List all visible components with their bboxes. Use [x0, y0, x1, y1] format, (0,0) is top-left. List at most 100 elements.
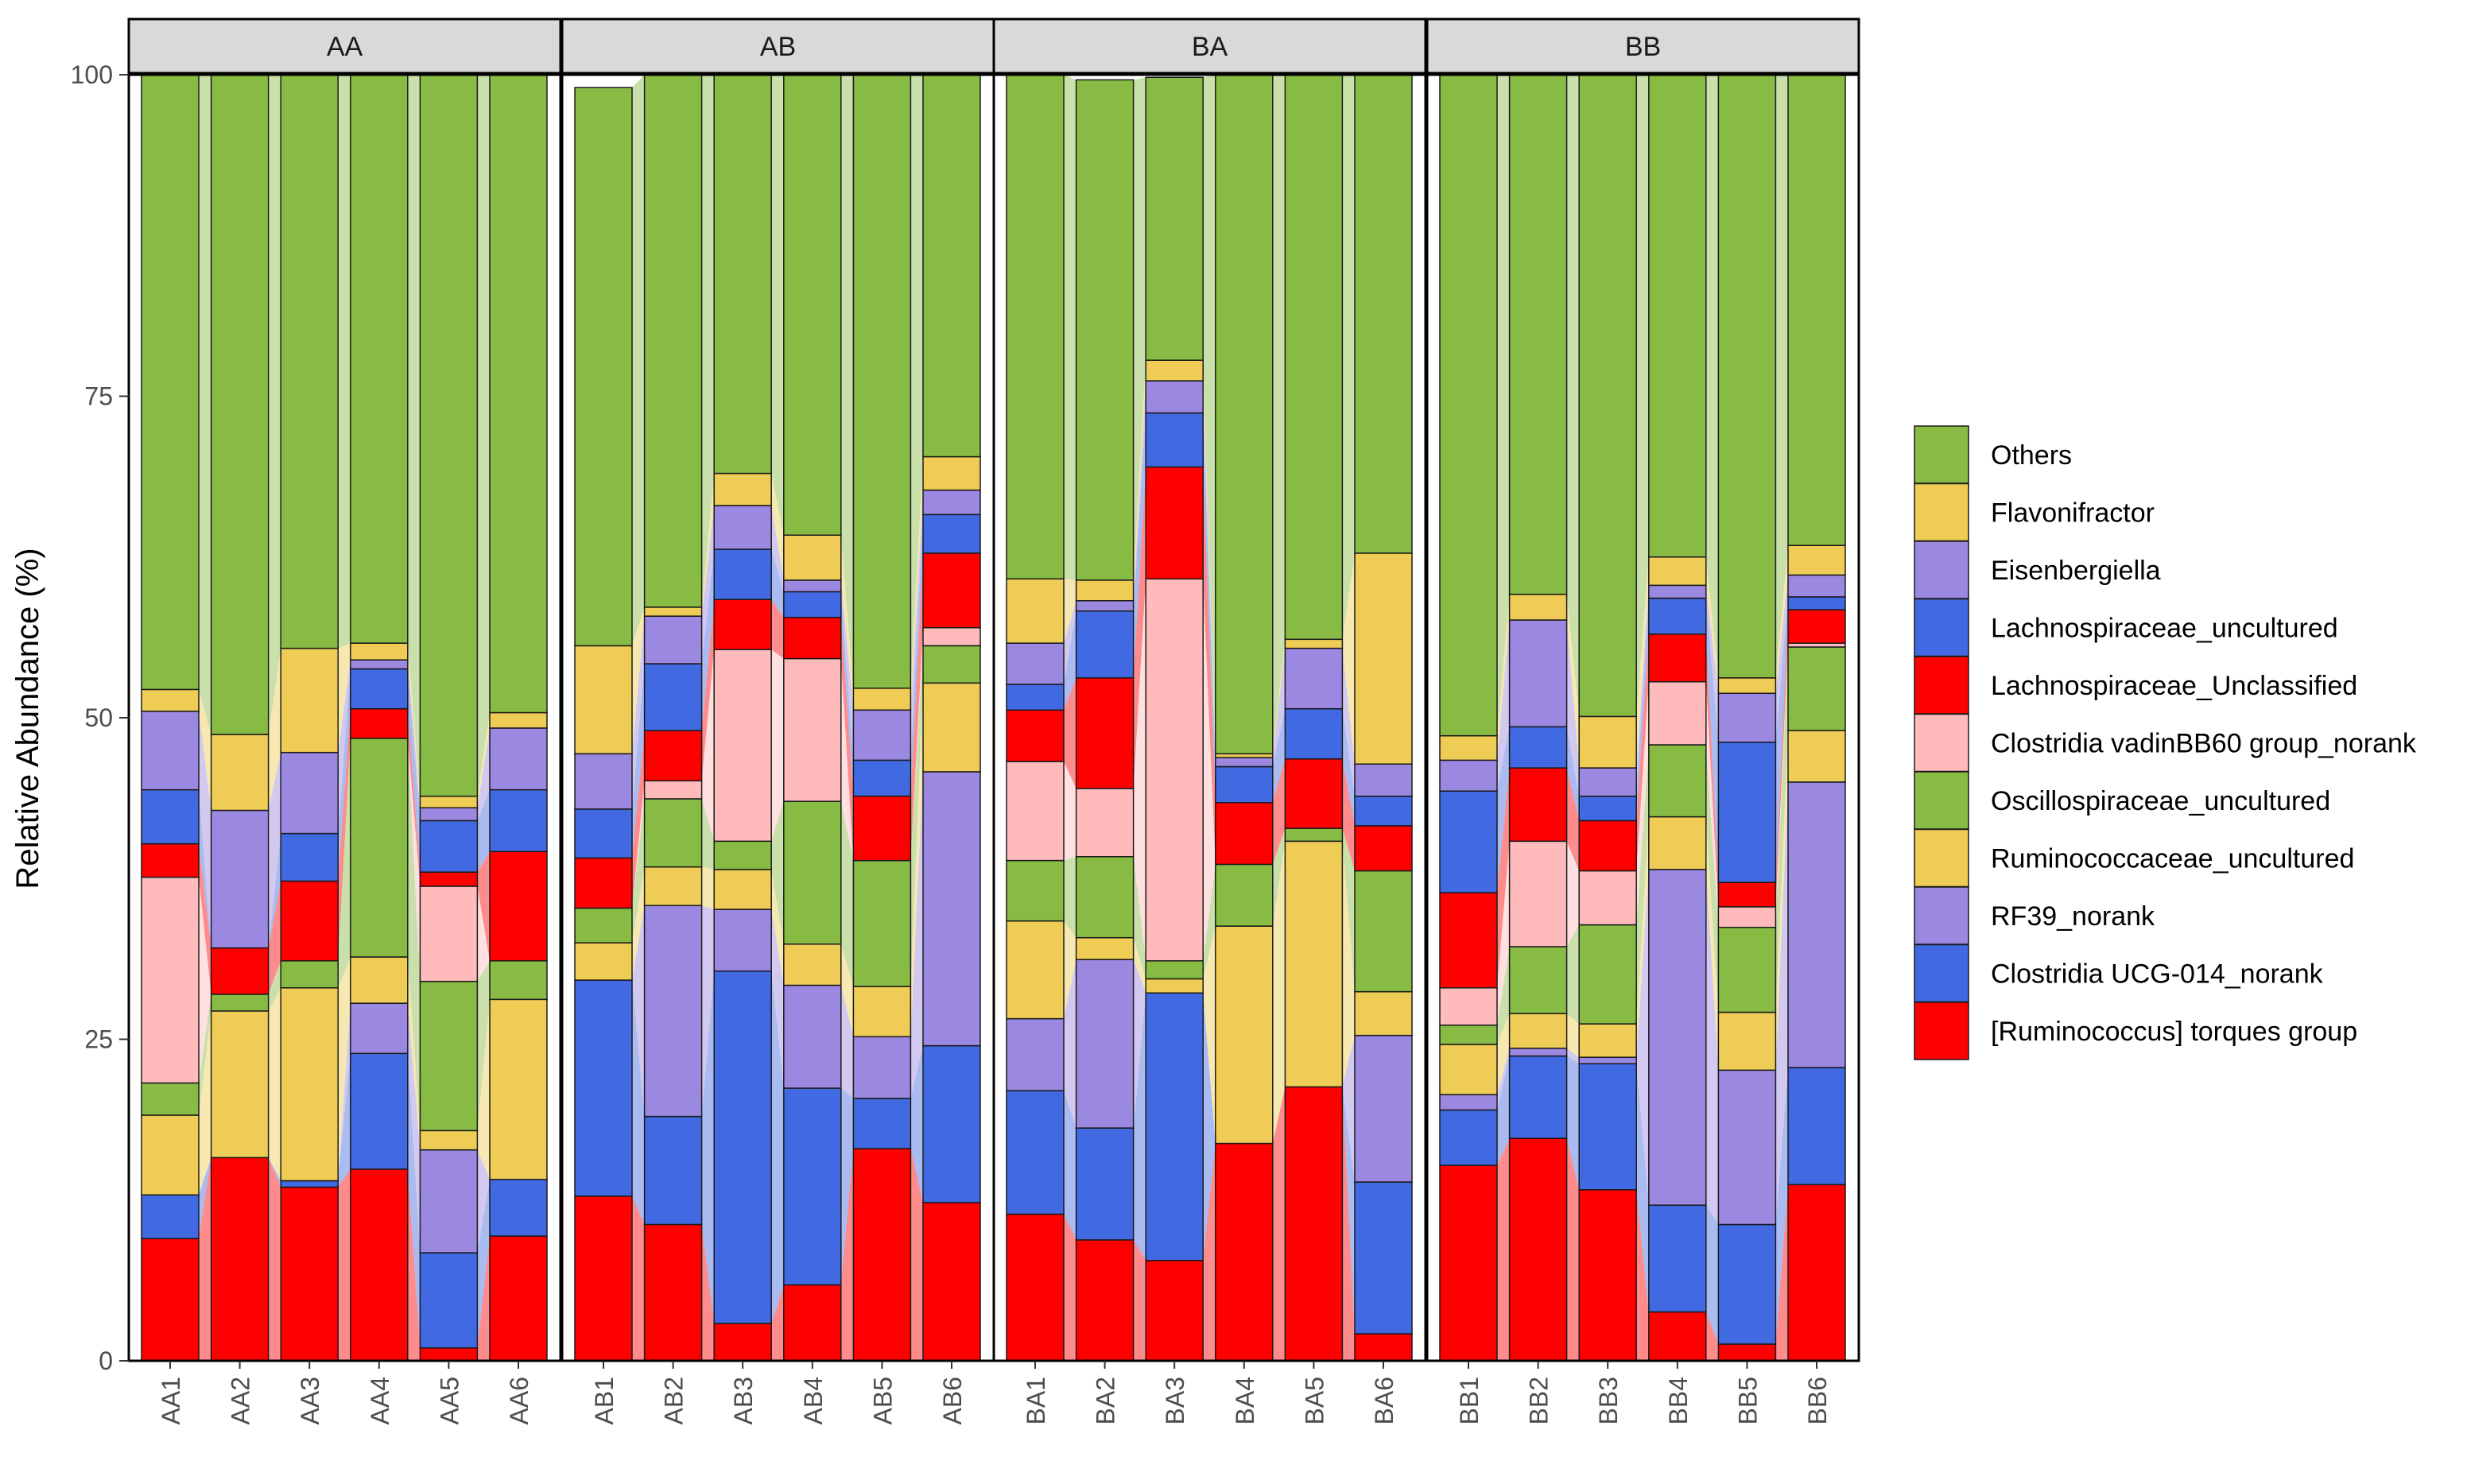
link-flavonifractor: [1272, 639, 1286, 758]
bar-segment-clostridia-ucg-014-norank: [280, 1180, 339, 1188]
bar-segment-ruminococcus-torques-group: [1284, 1086, 1344, 1362]
link-eisenbergiella: [910, 490, 923, 761]
bar-segment-clostridia-vadinbb60-group-norank: [1648, 680, 1707, 746]
link-clostridia-vadinbb60-group-norank: [701, 649, 715, 842]
link-ruminococcus-torques-group: [1064, 1214, 1076, 1361]
link-lachnospiraceae-uncultured: [1497, 727, 1510, 893]
link-clostridia-ucg-014-norank: [632, 980, 645, 1225]
bar-segment-ruminococcus-torques-group: [1578, 1189, 1637, 1362]
bar-segment-lachnospiraceae-unclassified: [1145, 466, 1204, 580]
bar-segment-oscillospiraceae-uncultured: [141, 1082, 200, 1116]
bar-segment-rf39-norank: [1578, 1056, 1637, 1064]
link-ruminococcus-torques-group: [1497, 1138, 1510, 1361]
bar-segment-ruminococcus-torques-group: [1006, 1213, 1065, 1362]
link-lachnospiraceae-uncultured: [407, 668, 421, 873]
bar-segment-ruminococcus-torques-group: [1145, 1260, 1204, 1362]
bar-segment-rf39-norank: [1075, 959, 1135, 1129]
bar-segment-rf39-norank: [1354, 1034, 1413, 1183]
link-lachnospiraceae-unclassified: [840, 617, 854, 861]
legend-key-lachnospiraceae-unclassified: [1914, 656, 1969, 715]
link-clostridia-vadinbb60-group-norank: [1133, 579, 1146, 961]
bar-segment-clostridia-vadinbb60-group-norank: [1508, 840, 1568, 947]
link-clostridia-ucg-014-norank: [1497, 1056, 1510, 1166]
link-ruminococcaceae-uncultured: [771, 869, 784, 986]
bar-segment-lachnospiraceae-uncultured: [1717, 741, 1777, 883]
link-clostridia-vadinbb60-group-norank: [910, 627, 923, 861]
bar-segment-lachnospiraceae-uncultured: [1508, 726, 1568, 769]
link-others: [1342, 75, 1355, 640]
bar-segment-ruminococcaceae-uncultured: [1006, 920, 1065, 1020]
bar-segment-clostridia-ucg-014-norank: [1508, 1055, 1568, 1139]
bar-segment-ruminococcus-torques-group: [1215, 1142, 1274, 1362]
link-lachnospiraceae-uncultured: [1272, 708, 1286, 803]
link-flavonifractor: [1566, 594, 1580, 769]
bar-segment-oscillospiraceae-uncultured: [1648, 744, 1707, 818]
y-tick-label: 0: [99, 1346, 113, 1375]
link-lachnospiraceae-uncultured: [1064, 610, 1076, 711]
link-clostridia-vadinbb60-group-norank: [771, 649, 784, 842]
link-lachnospiraceae-unclassified: [1636, 634, 1649, 871]
bar-segment-others: [1648, 74, 1707, 558]
link-clostridia-ucg-014-norank: [701, 971, 715, 1324]
link-clostridia-vadinbb60-group-norank: [1636, 681, 1649, 925]
link-lachnospiraceae-unclassified: [701, 599, 715, 781]
link-ruminococcaceae-uncultured: [1566, 1013, 1580, 1058]
bar-segment-eisenbergiella: [350, 659, 409, 670]
link-lachnospiraceae-unclassified: [407, 708, 421, 886]
link-lachnospiraceae-uncultured: [1342, 708, 1355, 826]
link-clostridia-ucg-014-norank: [1636, 1064, 1649, 1312]
bar-segment-rf39-norank: [852, 1036, 912, 1099]
x-axis: AA1 AA2 AA3 AA4 AA5 AA6 AB1 AB2 AB3 AB4 AB5 AB6 BA1 B…: [157, 1361, 1832, 1424]
link-flavonifractor: [338, 643, 351, 753]
bar-segment-others: [1075, 79, 1135, 581]
link-clostridia-ucg-014-norank: [268, 1157, 281, 1188]
facet-strips: AA AB BA BB: [127, 17, 1860, 75]
bar-segment-flavonifractor: [489, 711, 548, 729]
bar-segment-ruminococcaceae-uncultured: [852, 986, 912, 1038]
link-lachnospiraceae-unclassified: [1566, 768, 1580, 871]
bar-segment-lachnospiraceae-uncultured: [1354, 795, 1413, 827]
link-clostridia-ucg-014-norank: [1064, 1091, 1076, 1240]
bar-segment-ruminococcus-torques-group: [141, 1238, 200, 1362]
link-clostridia-ucg-014-norank: [771, 971, 784, 1324]
link-eisenbergiella: [1775, 575, 1788, 742]
bar-segment-ruminococcus-torques-group: [280, 1186, 339, 1362]
bar-segment-oscillospiraceae-uncultured: [1787, 646, 1846, 731]
bar-segment-lachnospiraceae-uncultured: [1648, 597, 1707, 635]
link-flavonifractor: [268, 648, 281, 811]
legend-key-lachnospiraceae-uncultured: [1914, 598, 1969, 657]
bar-segment-clostridia-ucg-014-norank: [1354, 1181, 1413, 1335]
bar-segment-others: [350, 74, 409, 644]
link-ruminococcaceae-uncultured: [407, 956, 421, 1150]
link-ruminococcus-torques-group: [1203, 1143, 1216, 1361]
x-tick-label: BA1: [1022, 1377, 1050, 1424]
link-rf39-norank: [1342, 1035, 1355, 1183]
bar-segment-others: [1006, 74, 1065, 580]
bar-segment-flavonifractor: [1075, 579, 1135, 602]
link-eisenbergiella: [1272, 648, 1286, 767]
link-eisenbergiella: [840, 579, 854, 761]
link-clostridia-vadinbb60-group-norank: [632, 781, 645, 909]
x-tick-label: AB3: [729, 1377, 758, 1424]
bar-segment-lachnospiraceae-uncultured: [713, 548, 772, 600]
bar-segment-lachnospiraceae-uncultured: [1006, 684, 1065, 711]
legend-label: Clostridia UCG-014_norank: [1991, 959, 2324, 990]
bar-segment-rf39-norank: [1717, 1069, 1777, 1226]
link-others: [268, 75, 281, 735]
bar-segment-eisenbergiella: [574, 753, 633, 810]
bar-segment-ruminococcus-torques-group: [1787, 1184, 1846, 1362]
bar-segment-flavonifractor: [1006, 578, 1065, 644]
bar-segment-ruminococcaceae-uncultured: [1354, 990, 1413, 1036]
x-tick-label: AB6: [938, 1377, 967, 1424]
bar-segment-ruminococcaceae-uncultured: [210, 1010, 270, 1159]
bar-segment-others: [1578, 72, 1637, 718]
bar-segment-oscillospiraceae-uncultured: [1578, 924, 1637, 1025]
bar-segment-flavonifractor: [643, 606, 703, 617]
bar-segment-ruminococcus-torques-group: [1717, 1343, 1777, 1362]
link-lachnospiraceae-uncultured: [338, 668, 351, 881]
bar-segment-oscillospiraceae-uncultured: [1439, 1024, 1498, 1045]
bar-segment-ruminococcaceae-uncultured: [1284, 840, 1344, 1088]
y-tick-label: 50: [84, 703, 113, 732]
link-lachnospiraceae-uncultured: [268, 833, 281, 948]
link-clostridia-vadinbb60-group-norank: [1497, 841, 1510, 1025]
